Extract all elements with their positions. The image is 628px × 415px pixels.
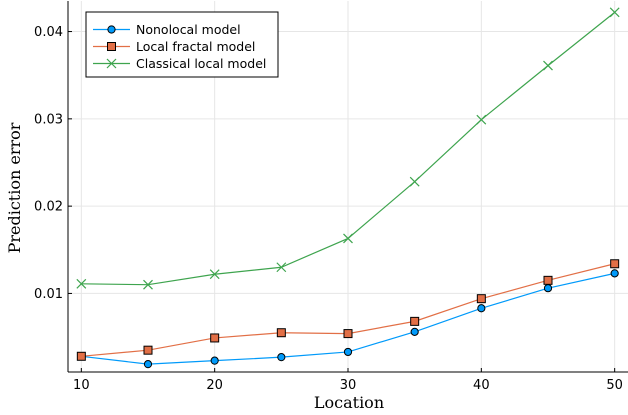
data-point <box>276 262 287 273</box>
plot-series <box>76 7 620 369</box>
x-tick-label: 20 <box>206 378 223 393</box>
data-point <box>76 351 86 361</box>
legend-marker <box>107 42 116 51</box>
data-point <box>610 259 620 269</box>
legend-label: Nonolocal model <box>136 22 241 37</box>
data-point <box>476 114 487 125</box>
y-tick-label: 0.03 <box>34 112 63 127</box>
data-point <box>409 176 420 187</box>
x-marker-stroke <box>143 279 153 290</box>
data-point <box>476 294 486 304</box>
data-point <box>543 275 553 285</box>
x-tick-label: 30 <box>340 378 357 393</box>
y-tick-label: 0.01 <box>34 287 63 302</box>
x-marker-stroke <box>343 233 353 244</box>
y-tick-label: 0.04 <box>34 25 63 40</box>
x-marker-stroke <box>476 114 487 125</box>
y-tick-label: 0.02 <box>34 200 63 215</box>
data-point <box>477 304 486 313</box>
x-marker-stroke <box>76 278 87 289</box>
legend-label: Classical local model <box>136 56 266 71</box>
data-point <box>276 328 286 338</box>
data-point <box>143 360 153 369</box>
axes <box>67 1 628 373</box>
legend-label: Local fractal model <box>136 39 255 54</box>
data-point <box>410 327 419 336</box>
data-point <box>410 316 420 326</box>
x-marker-stroke <box>609 7 620 18</box>
data-point <box>210 333 220 343</box>
legend-marker <box>107 25 116 34</box>
x-tick-label: 40 <box>473 378 490 393</box>
data-point <box>143 345 153 355</box>
data-point <box>543 284 553 293</box>
x-tick-label: 10 <box>73 378 90 393</box>
y-axis-label: Prediction error <box>5 122 24 253</box>
data-point <box>543 60 553 71</box>
data-point <box>210 356 219 365</box>
legend: Nonolocal model Local fractal model Classi… <box>85 11 279 78</box>
x-marker-stroke <box>409 176 420 187</box>
data-point <box>209 269 220 280</box>
series-3 <box>76 7 620 290</box>
x-tick-label: 50 <box>606 378 623 393</box>
data-point <box>610 269 619 278</box>
data-point <box>609 7 620 18</box>
data-point <box>277 353 286 362</box>
data-point <box>76 278 87 289</box>
x-marker-stroke <box>276 262 287 273</box>
data-point <box>343 233 353 244</box>
legend-marker <box>106 58 117 69</box>
x-marker-stroke <box>543 60 553 71</box>
x-marker-stroke <box>209 269 220 280</box>
data-point <box>143 279 153 290</box>
tick-labels: 10 20 30 40 50 0.01 0.02 0.03 0.04 <box>34 25 623 393</box>
data-point <box>343 347 353 357</box>
x-axis-label: Location <box>314 393 384 412</box>
data-point <box>343 329 353 339</box>
series-2 <box>76 259 620 361</box>
x-marker-stroke <box>106 58 117 69</box>
legend-box <box>85 11 279 78</box>
